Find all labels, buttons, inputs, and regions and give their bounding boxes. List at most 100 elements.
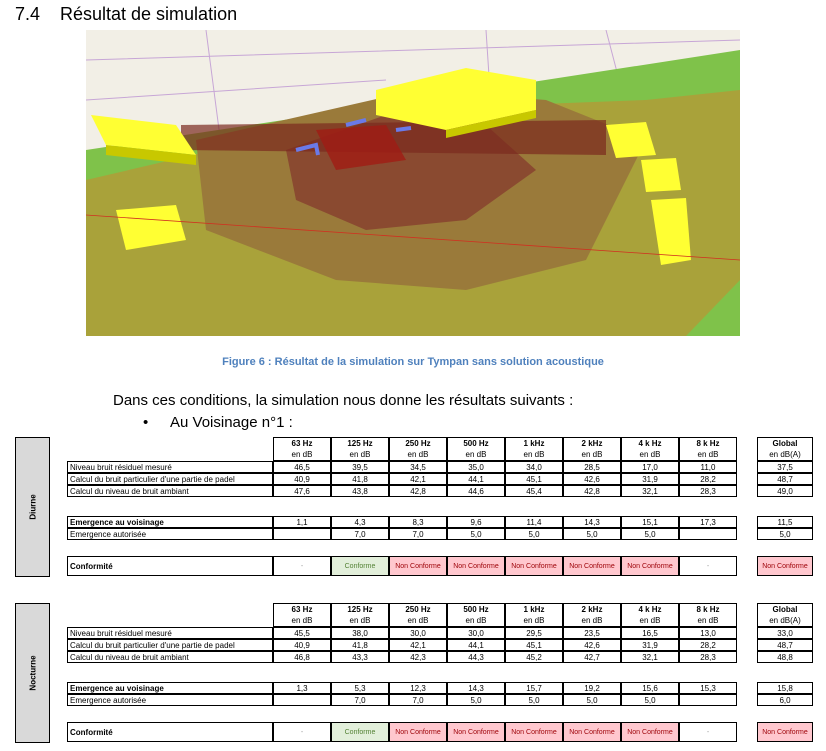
value-cell: 15,1 [621,516,679,528]
column-header: 2 kHz [563,437,621,449]
value-cell: 8,3 [389,516,447,528]
value-cell: 5,0 [757,528,813,540]
value-cell: 19,2 [563,682,621,694]
value-cell: 14,3 [447,682,505,694]
value-cell: 40,9 [273,639,331,651]
column-unit: en dB [273,449,331,461]
conformity-cell: Non Conforme [389,722,447,742]
value-cell: 43,3 [331,651,389,663]
bullet-icon: • [143,414,149,431]
section-number: 7.4 [15,4,41,24]
value-cell: 44,6 [447,485,505,497]
intro-text: Dans ces conditions, la simulation nous … [113,392,574,409]
value-cell: 17,0 [621,461,679,473]
value-cell: 7,0 [389,694,447,706]
value-cell: 1,1 [273,516,331,528]
value-cell: 31,9 [621,473,679,485]
conformity-cell: - [679,722,737,742]
value-cell: 45,2 [505,651,563,663]
column-header: 250 Hz [389,603,447,615]
column-unit: en dB [505,615,563,627]
conformity-cell: - [273,556,331,576]
value-cell: 28,5 [563,461,621,473]
column-unit: en dB [621,449,679,461]
column-unit: en dB(A) [757,449,813,461]
value-cell: 11,5 [757,516,813,528]
column-header: 4 k Hz [621,437,679,449]
value-cell: 45,1 [505,639,563,651]
value-cell: 15,7 [505,682,563,694]
value-cell: 31,9 [621,639,679,651]
value-cell: 5,0 [447,694,505,706]
value-cell [679,528,737,540]
value-cell: 14,3 [563,516,621,528]
value-cell: 15,6 [621,682,679,694]
conformity-cell: - [679,556,737,576]
column-header: 8 k Hz [679,603,737,615]
column-unit: en dB [389,449,447,461]
value-cell: 16,5 [621,627,679,639]
value-cell: 28,2 [679,639,737,651]
row-label: Emergence autorisée [67,694,273,706]
column-header: 1 kHz [505,603,563,615]
conformity-cell: Non Conforme [505,722,563,742]
value-cell [273,694,331,706]
value-cell: 45,5 [273,627,331,639]
value-cell: 28,2 [679,473,737,485]
column-header: 2 kHz [563,603,621,615]
column-unit: en dB [505,449,563,461]
value-cell: 23,5 [563,627,621,639]
value-cell: 15,3 [679,682,737,694]
value-cell: 7,0 [331,528,389,540]
row-label: Emergence au voisinage [67,682,273,694]
period-text: Nocturne [28,655,37,691]
value-cell: 46,8 [273,651,331,663]
value-cell: 11,4 [505,516,563,528]
value-cell: 28,3 [679,651,737,663]
column-unit: en dB [563,449,621,461]
value-cell: 30,0 [389,627,447,639]
value-cell: 45,4 [505,485,563,497]
value-cell: 5,0 [563,528,621,540]
value-cell: 44,1 [447,639,505,651]
value-cell: 42,8 [563,485,621,497]
column-header: 4 k Hz [621,603,679,615]
row-label: Conformité [67,722,273,742]
value-cell: 30,0 [447,627,505,639]
value-cell: 17,3 [679,516,737,528]
value-cell: 39,5 [331,461,389,473]
value-cell: 44,3 [447,651,505,663]
value-cell: 5,0 [621,694,679,706]
value-cell: 15,8 [757,682,813,694]
value-cell: 42,6 [563,473,621,485]
value-cell: 42,1 [389,639,447,651]
value-cell: 33,0 [757,627,813,639]
value-cell: 6,0 [757,694,813,706]
period-text: Diurne [28,494,37,520]
value-cell: 34,0 [505,461,563,473]
period-label: Nocturne [15,603,50,743]
row-label: Calcul du bruit particulier d'une partie… [67,473,273,485]
column-unit: en dB [621,615,679,627]
conformity-cell: Non Conforme [447,556,505,576]
conformity-cell: Non Conforme [505,556,563,576]
row-label: Calcul du bruit particulier d'une partie… [67,639,273,651]
column-header: 8 k Hz [679,437,737,449]
column-header: 125 Hz [331,437,389,449]
value-cell: 42,1 [389,473,447,485]
value-cell: 47,6 [273,485,331,497]
section-title: Résultat de simulation [60,4,238,24]
value-cell: 4,3 [331,516,389,528]
value-cell: 44,1 [447,473,505,485]
row-label: Emergence autorisée [67,528,273,540]
row-label: Niveau bruit résiduel mesuré [67,627,273,639]
conformity-cell: Non Conforme [621,722,679,742]
conformity-cell: Conforme [331,556,389,576]
value-cell: 37,5 [757,461,813,473]
conformity-cell: Non Conforme [563,556,621,576]
value-cell: 32,1 [621,651,679,663]
simulation-image [86,30,740,336]
value-cell [273,528,331,540]
figure-caption: Figure 6 : Résultat de la simulation sur… [222,356,604,368]
column-unit: en dB(A) [757,615,813,627]
